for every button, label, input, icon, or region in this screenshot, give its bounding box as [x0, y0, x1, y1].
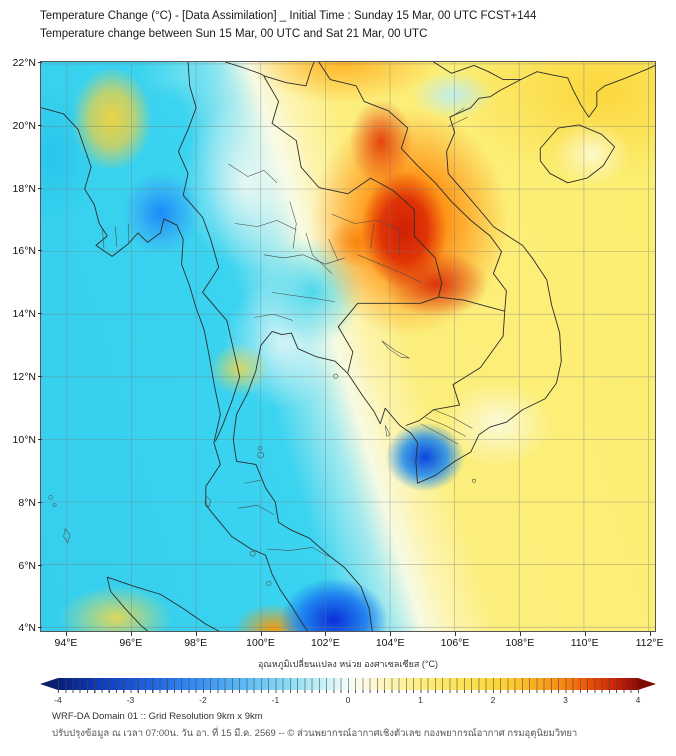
- y-axis-label: 4°N: [2, 622, 42, 634]
- chart-subtitle: Temperature change between Sun 15 Mar, 0…: [40, 28, 428, 40]
- colorbar-tick-label: 3: [563, 695, 568, 705]
- border-cambodia-vietnam: [406, 297, 505, 425]
- coastline-east: [233, 65, 655, 631]
- boundaries-overlay: [41, 62, 655, 631]
- chart-title: Temperature Change (°C) - [Data Assimila…: [40, 10, 537, 22]
- colorbar: [40, 678, 656, 690]
- y-axis-label: 12°N: [2, 371, 42, 383]
- small-islands: [64, 425, 390, 542]
- x-axis-label: 102°E: [303, 632, 347, 649]
- y-axis-label: 18°N: [2, 183, 42, 195]
- x-axis-label: 104°E: [368, 632, 412, 649]
- y-axis-label: 16°N: [2, 245, 42, 257]
- border-china: [225, 62, 521, 86]
- colorbar-tick-label: 4: [635, 695, 641, 705]
- y-axis-label: 6°N: [2, 560, 42, 572]
- map-plot: [40, 61, 656, 632]
- x-axis-label: 110°E: [563, 632, 607, 649]
- colorbar-tick-label: -2: [199, 695, 207, 705]
- temperature-field: [41, 62, 655, 631]
- x-axis-label: 98°E: [174, 632, 218, 649]
- colorbar-tick-label: 2: [490, 695, 496, 705]
- x-axis-label: 108°E: [498, 632, 542, 649]
- colorbar-tick-label: -3: [126, 695, 135, 705]
- grid-lines: [41, 62, 655, 631]
- coastline-west: [41, 108, 308, 631]
- y-axis-label: 14°N: [2, 308, 42, 320]
- footer-update-info: ปรับปรุงข้อมูล ณ เวลา 07:00น. วัน อา. ที…: [52, 728, 578, 739]
- y-axis-label: 20°N: [2, 120, 42, 132]
- colorbar-tick-label: 0: [345, 695, 351, 705]
- x-axis-label: 106°E: [433, 632, 477, 649]
- sumatra-coast: [107, 577, 218, 631]
- border-laos-vietnam: [319, 62, 506, 311]
- border-myanmar-thailand: [178, 62, 239, 441]
- colorbar-tick-label: 1: [418, 695, 423, 705]
- colorbar-ticks: [58, 690, 639, 693]
- colorbar-gradient: [58, 678, 638, 690]
- colorbar-right-arrow: [638, 678, 656, 690]
- colorbar-tick-label: -4: [54, 695, 62, 705]
- x-axis-label: 94°E: [44, 632, 88, 649]
- footer-domain-info: WRF-DA Domain 01 :: Grid Resolution 9km …: [52, 711, 263, 722]
- border-thailand-laos: [264, 76, 442, 297]
- colorbar-tick-label: -1: [271, 695, 280, 705]
- border-thailand-cambodia: [338, 297, 438, 372]
- hainan-island: [540, 125, 614, 183]
- colorbar-label: อุณหภูมิเปลี่ยนแปลง หน่วย องศาเซลเซียส (…: [258, 659, 438, 669]
- x-axis-label: 100°E: [239, 632, 283, 649]
- x-axis-label: 112°E: [628, 632, 672, 649]
- colorbar-left-arrow: [40, 678, 58, 690]
- province-boundaries: [102, 108, 472, 557]
- x-axis-label: 96°E: [109, 632, 153, 649]
- y-axis-label: 8°N: [2, 497, 42, 509]
- y-axis-label: 10°N: [2, 434, 42, 446]
- y-axis-label: 22°N: [2, 57, 42, 69]
